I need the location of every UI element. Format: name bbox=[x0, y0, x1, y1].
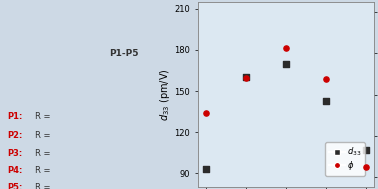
Point bbox=[363, 165, 369, 168]
Point bbox=[283, 47, 289, 50]
Text: R =: R = bbox=[35, 112, 50, 121]
Text: P1-P5: P1-P5 bbox=[109, 49, 139, 58]
Point bbox=[203, 112, 209, 115]
Point bbox=[203, 168, 209, 171]
Text: R =: R = bbox=[35, 149, 50, 158]
Text: R =: R = bbox=[35, 183, 50, 189]
Point bbox=[243, 76, 249, 79]
Y-axis label: $d_{33}$ (pm/V): $d_{33}$ (pm/V) bbox=[158, 68, 172, 121]
Text: P1:: P1: bbox=[8, 112, 23, 121]
Point bbox=[283, 62, 289, 65]
Legend: $d_{33}$, $\phi$: $d_{33}$, $\phi$ bbox=[325, 142, 365, 176]
Text: P4:: P4: bbox=[8, 166, 23, 175]
Point bbox=[243, 77, 249, 80]
Point bbox=[363, 149, 369, 152]
Text: R =: R = bbox=[35, 131, 50, 140]
Point bbox=[323, 77, 329, 81]
Point bbox=[323, 99, 329, 102]
Text: P2:: P2: bbox=[8, 131, 23, 140]
Text: P3:: P3: bbox=[8, 149, 23, 158]
Text: P5:: P5: bbox=[8, 183, 23, 189]
Text: R =: R = bbox=[35, 166, 50, 175]
